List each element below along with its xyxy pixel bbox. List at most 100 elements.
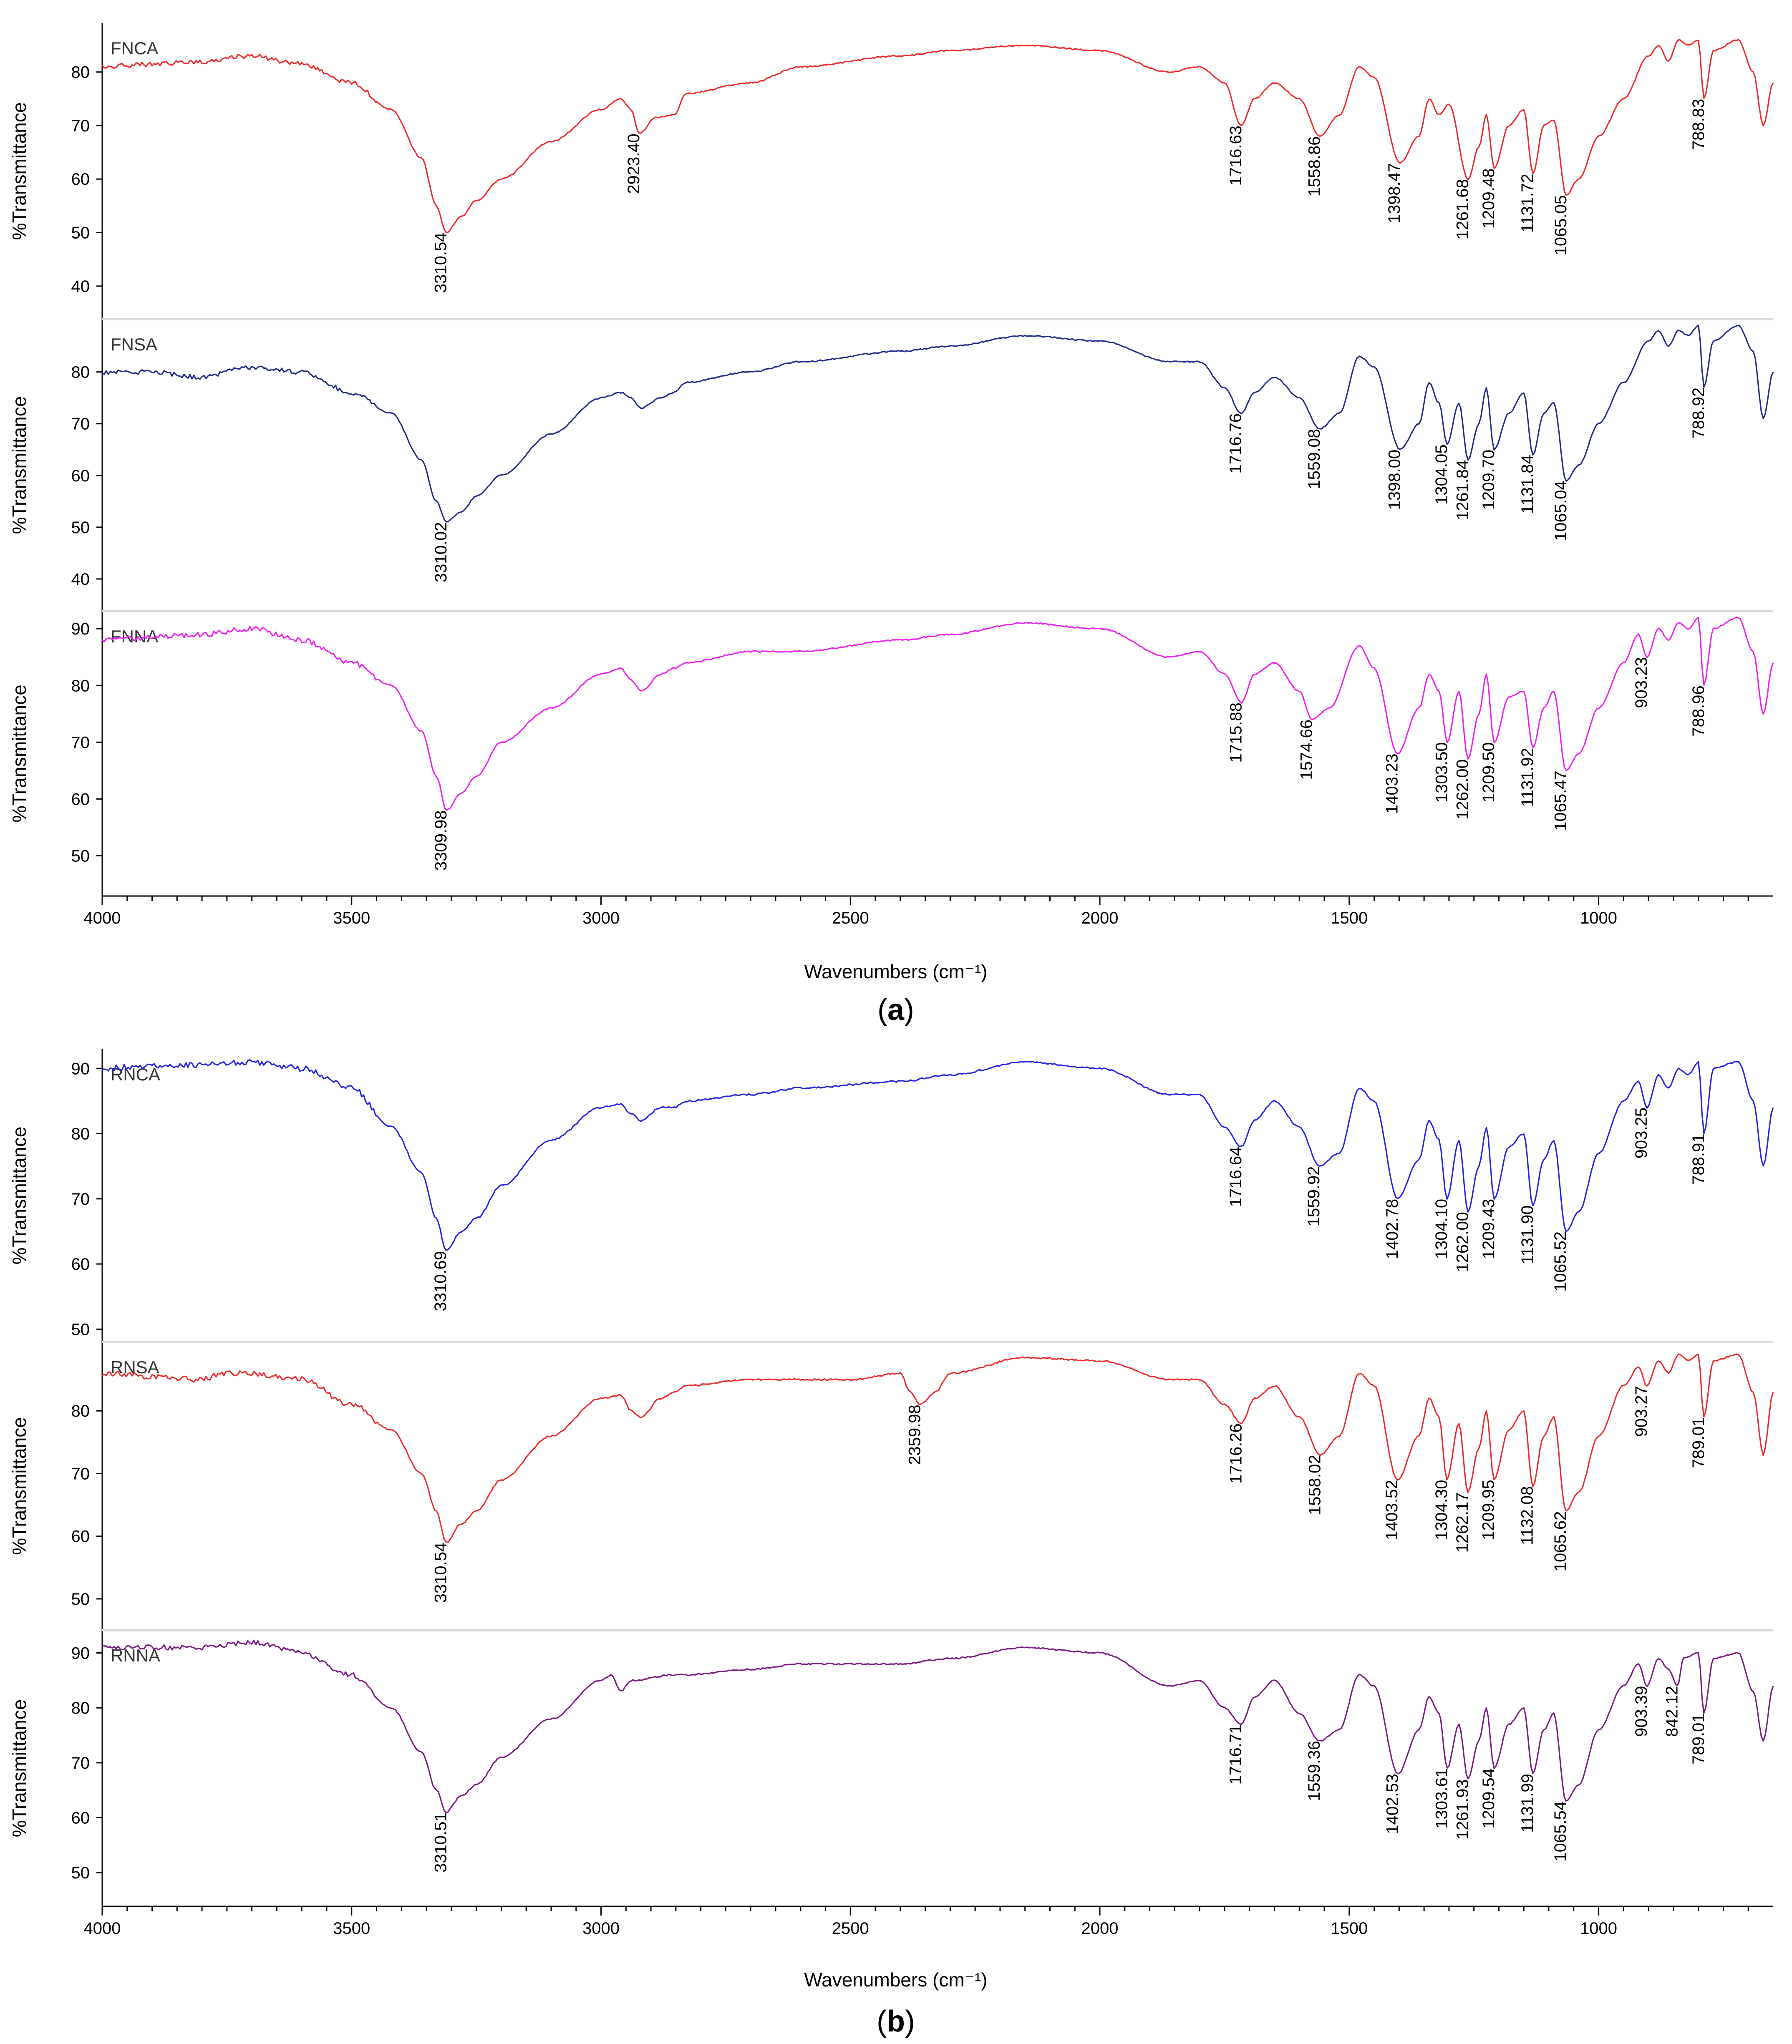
- peak-label: 1559.08: [1305, 429, 1323, 489]
- peak-label: 788.92: [1689, 388, 1708, 438]
- caption-b-open: (: [877, 2005, 887, 2038]
- peak-label: 3310.54: [431, 233, 450, 293]
- x-tick-label: 2000: [1081, 909, 1119, 927]
- y-axis-label: %Transmittance: [8, 396, 30, 534]
- x-tick-label: 1500: [1331, 1919, 1368, 1938]
- peak-label: 1261.84: [1454, 460, 1472, 521]
- peak-label: 903.39: [1632, 1686, 1651, 1737]
- spectrum-line-rnsa: [102, 1353, 1774, 1543]
- y-tick-label: 50: [71, 1320, 90, 1339]
- peak-label: 1209.48: [1479, 169, 1498, 229]
- peak-label: 788.96: [1689, 685, 1708, 736]
- peak-label: 1261.68: [1454, 179, 1472, 239]
- y-tick-label: 80: [71, 1699, 90, 1717]
- x-tick-label: 4000: [84, 909, 121, 927]
- subplot-fnna: 50 60 70 80 90 %Transmittance FNNA 3309.98 1715.…: [8, 610, 1774, 871]
- subplot-rnca: 50 60 70 80 90 %Transmittance RNCA 3310.69 1716.…: [8, 1059, 1774, 1339]
- peak-label: 1304.05: [1432, 444, 1451, 505]
- peak-label: 1132.08: [1518, 1486, 1537, 1546]
- peak-label: 1065.52: [1551, 1231, 1570, 1292]
- peak-label: 1131.92: [1518, 748, 1537, 807]
- panel-b: 50 60 70 80 90 %Transmittance RNCA 3310.69 1716.…: [8, 1049, 1774, 1991]
- peak-label: 1065.47: [1551, 770, 1570, 831]
- peak-label: 3310.02: [432, 522, 450, 582]
- y-tick-label: 50: [71, 1864, 90, 1882]
- subplot-rnsa: 50607080%TransmittanceRNSA3310.542359.98…: [8, 1341, 1774, 1609]
- x-axis: 4000 3500 3000 2500 2000 1500 1000 Wavenumbers …: [84, 1906, 1773, 1991]
- peak-label: 903.23: [1632, 657, 1651, 708]
- spectrum-line-rnna: [102, 1639, 1774, 1813]
- x-tick-label: 1000: [1580, 1919, 1617, 1938]
- peak-label: 1209.70: [1479, 450, 1498, 510]
- peak-label: 1716.71: [1227, 1724, 1245, 1785]
- peak-label: 1303.50: [1433, 742, 1451, 803]
- caption-b-letter: b: [887, 2005, 905, 2038]
- x-tick-label: 3000: [582, 909, 620, 927]
- peak-label: 1398.47: [1385, 163, 1404, 224]
- peak-label: 1402.53: [1383, 1774, 1401, 1834]
- y-axis-label: %Transmittance: [8, 1127, 30, 1265]
- subplot-rnna: 50 60 70 80 90 %Transmittance RNNA 3310.51 1716.…: [8, 1629, 1774, 1882]
- peak-label: 3309.98: [432, 811, 450, 871]
- x-tick-label: 2500: [832, 1919, 869, 1938]
- y-tick-label: 70: [71, 117, 90, 135]
- peak-label: 1209.50: [1479, 742, 1498, 803]
- spectrum-line-fnsa: [102, 325, 1774, 523]
- x-tick-label: 3500: [333, 909, 370, 927]
- x-axis: 4000 3500 3000 2500 2000 1500 1000 Wavenumbers …: [84, 895, 1773, 982]
- peak-label: 1716.76: [1227, 413, 1245, 474]
- y-tick-label: 50: [71, 1590, 90, 1609]
- peak-label: 1303.61: [1433, 1768, 1451, 1829]
- peak-label: 789.01: [1689, 1713, 1708, 1764]
- series-name-fnna: FNNA: [111, 627, 158, 646]
- subplot-fnca: 40 50 60 70 80 %Transmittance FNCA 3310.54 2923.…: [8, 38, 1774, 296]
- y-tick-label: 80: [71, 363, 90, 382]
- y-tick-label: 40: [71, 570, 90, 589]
- x-tick-label: 3000: [582, 1919, 620, 1938]
- x-tick-label: 1500: [1331, 909, 1368, 927]
- peak-label: 1209.54: [1479, 1768, 1498, 1829]
- y-axis-label: %Transmittance: [8, 1699, 30, 1838]
- y-tick-label: 80: [71, 677, 90, 695]
- x-tick-label: 2000: [1081, 1919, 1119, 1938]
- peak-label: 1398.00: [1386, 450, 1404, 510]
- peak-label: 1716.26: [1227, 1423, 1245, 1484]
- y-tick-label: 90: [71, 1644, 90, 1663]
- peak-label: 1715.88: [1227, 702, 1245, 763]
- peak-label: 1261.93: [1453, 1779, 1472, 1840]
- peak-label: 789.01: [1689, 1417, 1708, 1468]
- spectrum-line-fnca: [101, 39, 1774, 233]
- peak-label: 1262.00: [1453, 1212, 1472, 1272]
- y-tick-label: 50: [71, 224, 90, 242]
- peak-label: 903.25: [1632, 1108, 1651, 1158]
- x-tick-label: 2500: [832, 909, 869, 927]
- peak-label: 1403.23: [1383, 754, 1401, 814]
- peak-label: 1131.84: [1518, 455, 1537, 514]
- peak-label: 2359.98: [906, 1405, 924, 1465]
- y-tick-label: 90: [71, 620, 90, 638]
- y-tick-label: 50: [71, 519, 90, 537]
- peak-label: 1262.17: [1453, 1493, 1472, 1553]
- y-tick-label: 70: [71, 1754, 90, 1772]
- caption-a-letter: a: [887, 993, 905, 1027]
- x-axis-label: Wavenumbers (cm⁻¹): [804, 1969, 987, 1991]
- peak-label: 1558.02: [1306, 1455, 1324, 1515]
- caption-a-close: ): [904, 993, 914, 1027]
- y-tick-label: 60: [71, 1528, 90, 1546]
- x-tick-label: 3500: [333, 1919, 370, 1938]
- caption-a-open: (: [877, 993, 887, 1027]
- y-axis-label: %Transmittance: [8, 102, 30, 240]
- peak-label: 3310.69: [431, 1251, 450, 1311]
- peak-label: 2923.40: [625, 133, 643, 194]
- peak-label: 1209.95: [1479, 1480, 1498, 1540]
- y-tick-label: 90: [71, 1060, 90, 1078]
- series-name-fnca: FNCA: [111, 38, 158, 58]
- peak-label: 1131.99: [1518, 1774, 1537, 1833]
- peak-label: 842.12: [1663, 1686, 1681, 1737]
- peak-label: 1131.90: [1518, 1205, 1537, 1264]
- series-name-rnca: RNCA: [111, 1065, 160, 1084]
- peak-label: 903.27: [1632, 1386, 1651, 1437]
- caption-a: (a): [877, 993, 914, 1027]
- series-name-fnsa: FNSA: [111, 335, 157, 354]
